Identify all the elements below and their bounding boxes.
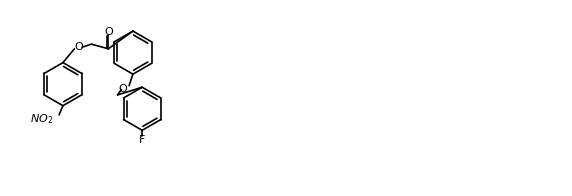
Text: O: O <box>104 27 113 37</box>
Text: F: F <box>139 134 145 144</box>
Text: O: O <box>118 84 128 94</box>
Text: $NO_2$: $NO_2$ <box>30 113 53 126</box>
Text: O: O <box>75 42 84 52</box>
